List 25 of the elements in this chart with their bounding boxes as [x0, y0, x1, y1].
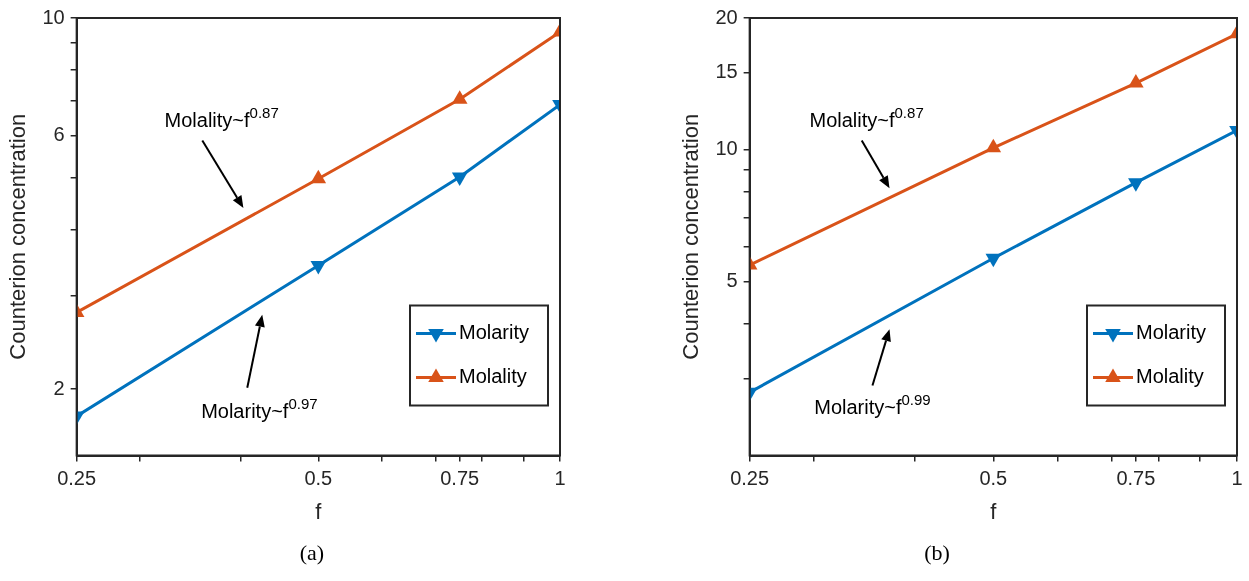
legend-label: Molality — [459, 365, 527, 388]
y-tick-label: 5 — [726, 268, 738, 291]
y-tick-label: 2 — [53, 376, 65, 399]
y-tick-label: 6 — [53, 123, 65, 146]
x-tick-label: 0.25 — [730, 467, 770, 490]
y-tick-label: 10 — [42, 5, 65, 28]
y-tick-label: 20 — [715, 5, 738, 28]
x-tick-label: 0.75 — [1116, 467, 1156, 490]
y-axis-title: Counterion concentration — [678, 113, 704, 360]
x-tick-label: 0.25 — [57, 467, 97, 490]
x-tick-label: 1 — [554, 467, 566, 490]
x-tick-label: 1 — [1231, 467, 1243, 490]
y-tick-label: 10 — [715, 137, 738, 160]
x-tick-label: 0.75 — [440, 467, 480, 490]
x-axis-title: f — [315, 498, 323, 524]
x-axis-title: f — [990, 498, 998, 524]
legend-label: Molarity — [1136, 321, 1207, 344]
x-tick-label: 0.5 — [979, 467, 1008, 490]
text: (b) — [923, 540, 951, 566]
y-axis-title: Counterion concentration — [5, 113, 31, 360]
text: (a) — [298, 540, 326, 566]
legend-label: Molarity — [459, 321, 530, 344]
legend-label: Molality — [1136, 365, 1204, 388]
y-tick-label: 15 — [715, 60, 738, 83]
x-tick-label: 0.5 — [304, 467, 333, 490]
